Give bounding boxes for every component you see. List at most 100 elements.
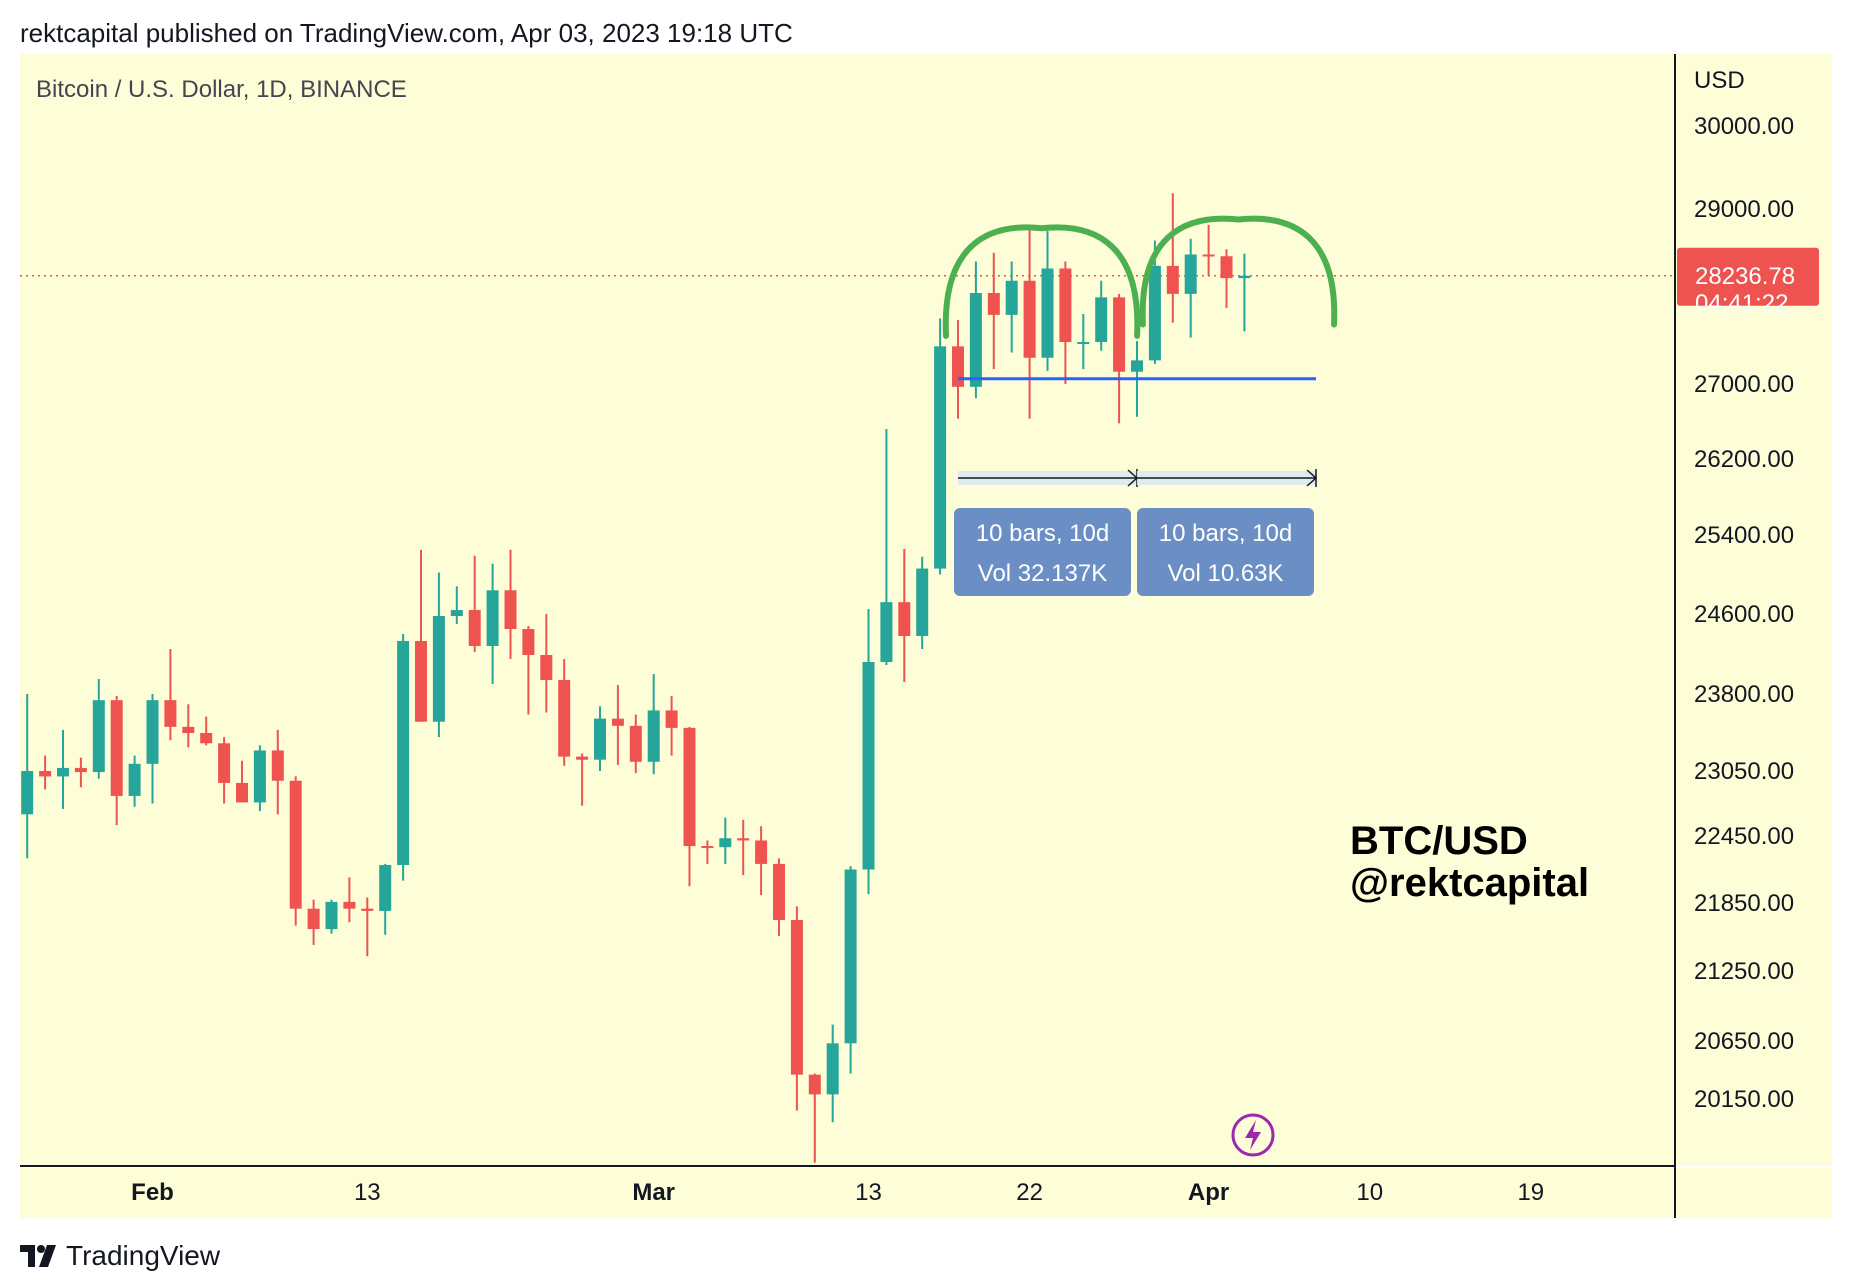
candle-body bbox=[1184, 254, 1197, 294]
candle-body bbox=[880, 602, 893, 662]
price-axis-area[interactable] bbox=[1676, 54, 1832, 1166]
candle-body bbox=[1059, 268, 1072, 342]
candle-body bbox=[737, 838, 750, 841]
candle-body bbox=[1220, 256, 1233, 279]
price-tick-label: 21250.00 bbox=[1694, 958, 1794, 985]
tradingview-logo-text: TradingView bbox=[66, 1240, 221, 1271]
candle-body bbox=[916, 568, 929, 636]
candle bbox=[898, 548, 911, 682]
candle bbox=[504, 549, 517, 659]
candle bbox=[92, 679, 105, 779]
candle-body bbox=[74, 767, 87, 773]
watermark-line-2: @rektcapital bbox=[1350, 861, 1589, 905]
candle-body bbox=[57, 767, 69, 777]
candle-body bbox=[576, 756, 589, 760]
price-tick-label: 20650.00 bbox=[1694, 1028, 1794, 1055]
candle bbox=[468, 555, 481, 652]
candle bbox=[1095, 280, 1108, 351]
candle-body bbox=[343, 901, 356, 909]
candle bbox=[952, 320, 964, 419]
candle bbox=[164, 649, 177, 741]
range-bars-label: 10 bars, 10d bbox=[976, 520, 1109, 547]
candle-body bbox=[218, 743, 231, 783]
candle bbox=[611, 685, 624, 765]
candle bbox=[21, 694, 34, 859]
price-tick-label: 26200.00 bbox=[1694, 446, 1794, 473]
candle bbox=[934, 318, 947, 575]
date-range-measure: 10 bars, 10d Vol 10.63K bbox=[1137, 469, 1318, 596]
candle-body bbox=[164, 700, 177, 727]
price-tick-label: 22450.00 bbox=[1694, 823, 1794, 850]
candle-body bbox=[969, 293, 982, 387]
candle-body bbox=[182, 726, 195, 734]
candle-body bbox=[450, 610, 463, 616]
candle bbox=[57, 729, 69, 809]
candle-body bbox=[647, 710, 660, 762]
candle bbox=[969, 261, 982, 399]
candle bbox=[1202, 224, 1215, 276]
candle-body bbox=[594, 718, 606, 760]
price-tick-label: 30000.00 bbox=[1694, 113, 1794, 140]
tradingview-logo-icon bbox=[20, 1245, 56, 1267]
candle bbox=[415, 549, 427, 722]
candle bbox=[790, 906, 803, 1111]
candle bbox=[576, 753, 589, 806]
candle-body bbox=[200, 733, 213, 744]
candle-body bbox=[844, 869, 857, 1044]
candle bbox=[307, 899, 320, 945]
candle-body bbox=[92, 700, 105, 773]
candle-body bbox=[486, 590, 499, 646]
chart-drawings[interactable]: 10 bars, 10d Vol 32.137K 10 bars, 10d Vol 1… bbox=[942, 215, 1338, 596]
candle-body bbox=[1202, 254, 1215, 257]
watermark-line-1: BTC/USD bbox=[1350, 819, 1528, 863]
candle-body bbox=[665, 710, 678, 728]
candle-body bbox=[611, 718, 624, 726]
price-axis-ticks: 30000.00 29000.00 27000.00 26200.00 25400.00… bbox=[1694, 113, 1794, 1113]
candle-body bbox=[522, 629, 535, 655]
range-info-box bbox=[954, 508, 1131, 596]
candle bbox=[558, 659, 571, 766]
candle bbox=[361, 897, 374, 957]
candle bbox=[916, 556, 929, 649]
candle bbox=[540, 614, 553, 713]
time-tick-label: Feb bbox=[131, 1179, 174, 1206]
lightning-bolt-icon[interactable] bbox=[1231, 1113, 1275, 1157]
time-tick-label: 13 bbox=[354, 1179, 381, 1206]
candle-body bbox=[236, 782, 248, 803]
candle bbox=[773, 858, 785, 936]
last-price-badge: 28236.78 04:41:22 bbox=[1677, 247, 1819, 317]
candle-body bbox=[1166, 265, 1179, 294]
range-volume-label: Vol 10.63K bbox=[1167, 560, 1283, 587]
rounded-top-arc bbox=[942, 224, 1141, 339]
time-axis-area[interactable] bbox=[20, 1168, 1832, 1218]
candle-body bbox=[898, 602, 911, 636]
candle bbox=[200, 716, 213, 746]
candle-body bbox=[110, 700, 123, 796]
candle bbox=[325, 899, 338, 934]
candle-body bbox=[39, 771, 52, 777]
candle bbox=[110, 696, 123, 826]
candle-body bbox=[361, 908, 374, 911]
candle bbox=[880, 429, 893, 665]
candlestick-series[interactable] bbox=[21, 193, 1251, 1163]
candle-body bbox=[1131, 360, 1143, 372]
candle bbox=[128, 755, 141, 807]
price-tick-label: 25400.00 bbox=[1694, 522, 1794, 549]
candle bbox=[397, 634, 410, 881]
time-tick-label: 10 bbox=[1356, 1179, 1383, 1206]
candle bbox=[737, 819, 750, 876]
time-tick-label: 22 bbox=[1016, 1179, 1043, 1206]
candle-body bbox=[21, 771, 34, 815]
candle-body bbox=[146, 700, 159, 764]
candle bbox=[719, 817, 732, 864]
candle-body bbox=[790, 920, 803, 1075]
candle bbox=[379, 863, 392, 935]
candle-body bbox=[987, 293, 1000, 315]
candle bbox=[1166, 193, 1179, 323]
tradingview-logo[interactable]: TradingView bbox=[20, 1236, 220, 1276]
candle bbox=[432, 572, 445, 738]
price-tick-label: 21850.00 bbox=[1694, 890, 1794, 917]
candle-body bbox=[826, 1043, 839, 1095]
candle-body bbox=[397, 641, 410, 866]
